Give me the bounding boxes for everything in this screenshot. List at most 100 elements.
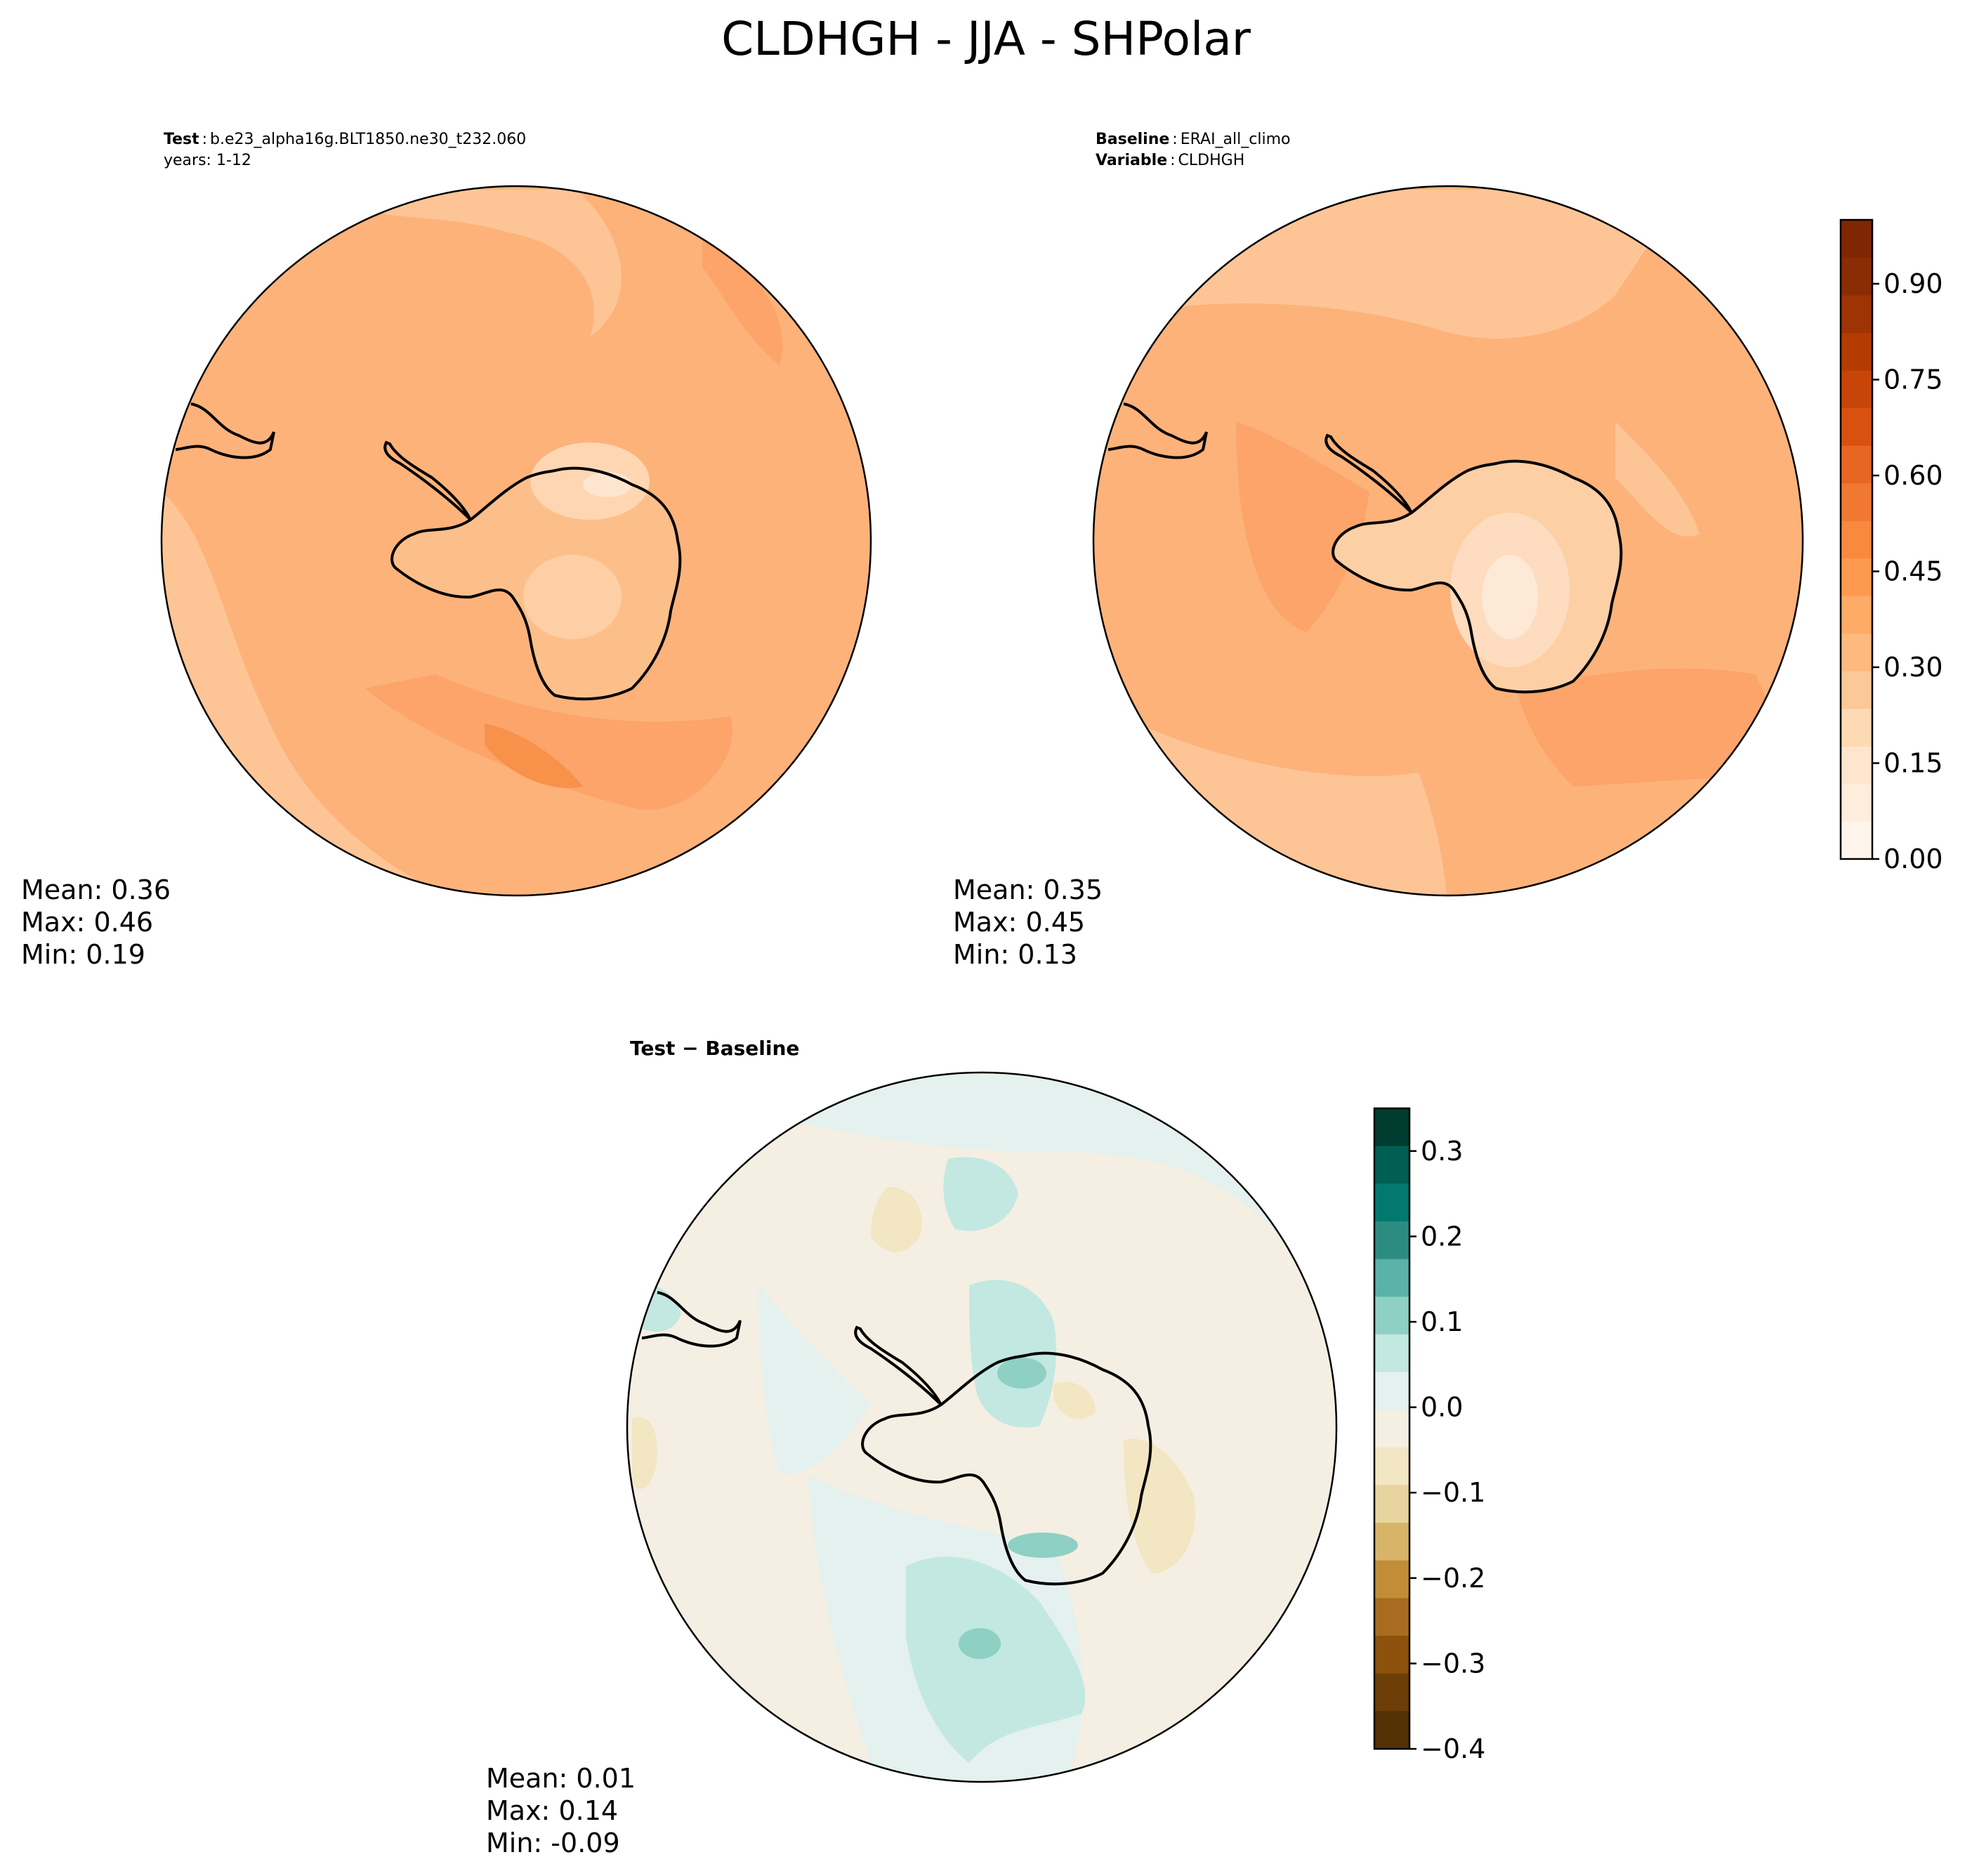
svg-text:Variable:CLDHGH: Variable: CLDHGH — [1096, 152, 1244, 169]
test-label-value: b.e23_alpha16g.BLT1850.ne30_t232.060 — [210, 131, 526, 148]
diverging-colorbar-tick-label: 0.2 — [1421, 1221, 1463, 1252]
baseline-map-border — [1092, 185, 1804, 897]
orange-colorbar-segment — [1841, 783, 1872, 822]
baseline-mean: Mean: 0.35 — [953, 874, 1103, 905]
diverging-colorbar-segment — [1374, 1673, 1409, 1712]
orange-colorbar: 0.00 0.15 0.30 0.45 0.60 0.75 0.90 — [1839, 218, 1943, 874]
diff-dark-teal-lower — [1008, 1533, 1078, 1558]
diverging-colorbar-tick-label: −0.3 — [1421, 1648, 1485, 1679]
diverging-colorbar-tick-label: 0.1 — [1421, 1306, 1463, 1337]
diff-map-border — [626, 1071, 1338, 1783]
diverging-colorbar-segment — [1374, 1485, 1409, 1523]
diff-title: Test − Baseline — [630, 1037, 799, 1060]
diff-dark-teal-south — [959, 1628, 1001, 1659]
diverging-colorbar-tick-label: 0.3 — [1421, 1136, 1463, 1167]
test-band-dark-south — [365, 674, 733, 810]
orange-colorbar-segment — [1841, 483, 1872, 521]
diverging-colorbar-segment — [1374, 1636, 1409, 1674]
orange-colorbar-segment — [1841, 633, 1872, 671]
orange-colorbar-segment — [1841, 821, 1872, 860]
base-light-center-2 — [1482, 555, 1538, 639]
diverging-colorbar-segment — [1374, 1334, 1409, 1373]
test-label-sep: : — [202, 131, 207, 148]
diff-patch-teal-east — [943, 1157, 1018, 1231]
orange-colorbar-tick-label: 0.15 — [1884, 748, 1943, 779]
test-coastline-sa — [175, 402, 275, 459]
variable-label-value: CLDHGH — [1178, 152, 1245, 169]
orange-colorbar-tick-label: 0.90 — [1884, 268, 1943, 299]
diverging-colorbar-tick-label: 0.0 — [1421, 1392, 1463, 1423]
diverging-colorbar-frame — [1373, 1107, 1411, 1750]
baseline-max: Max: 0.45 — [953, 907, 1085, 938]
orange-colorbar-segment — [1841, 445, 1872, 484]
test-label-bold: Test — [164, 131, 199, 148]
test-map-border — [160, 185, 872, 897]
orange-colorbar-segment — [1841, 295, 1872, 334]
diff-patch-tan-3 — [632, 1417, 657, 1489]
diff-band-teal-north — [632, 1075, 1336, 1334]
orange-colorbar-segment — [1841, 746, 1872, 785]
diverging-colorbar-segment — [1374, 1410, 1409, 1448]
orange-colorbar-segment — [1841, 596, 1872, 634]
baseline-label-bold: Baseline — [1096, 131, 1169, 148]
diff-patch-teal-south — [906, 1556, 1086, 1763]
svg-text:Baseline:ERAI_all_climo: Baseline: ERAI_all_climo — [1096, 131, 1290, 148]
orange-colorbar-segment — [1841, 370, 1872, 409]
diff-coastline-sa — [641, 1291, 742, 1348]
diverging-colorbar-segment — [1374, 1259, 1409, 1297]
orange-colorbar-frame — [1839, 218, 1874, 860]
baseline-label-value: ERAI_all_climo — [1181, 131, 1291, 148]
orange-colorbar-tick-label: 0.75 — [1884, 365, 1943, 395]
test-panel: Test: b.e23_alpha16g.BLT1850.ne30_t232.06… — [21, 131, 872, 970]
base-coastline-sa — [1107, 402, 1208, 459]
orange-colorbar-tick-label: 0.30 — [1884, 652, 1943, 683]
diverging-colorbar-segment — [1374, 1146, 1409, 1184]
diverging-colorbar-segment — [1374, 1598, 1409, 1636]
diverging-colorbar-segment — [1374, 1523, 1409, 1561]
svg-text:Test:b.e23_alpha16g.BLT1850.ne: Test: b.e23_alpha16g.BLT1850.ne30_t232.06… — [164, 131, 526, 148]
orange-colorbar-segment — [1841, 220, 1872, 258]
diverging-colorbar-segment — [1374, 1108, 1409, 1147]
test-max: Max: 0.46 — [21, 907, 153, 938]
diff-band-teal-west — [758, 1285, 871, 1475]
diff-patch-tan-4 — [1053, 1382, 1096, 1419]
diff-patch-teal-center — [969, 1280, 1056, 1428]
diff-patch-tan-1 — [871, 1187, 922, 1252]
test-band-east — [702, 232, 783, 365]
diverging-colorbar-segment — [1374, 1447, 1409, 1485]
orange-colorbar-tick-label: 0.00 — [1884, 844, 1943, 874]
test-patch-dark — [485, 723, 583, 788]
diverging-colorbar-segment — [1374, 1297, 1409, 1335]
base-band-light-north — [1159, 190, 1685, 339]
test-light-center-2 — [583, 472, 632, 497]
diverging-colorbar-segment — [1374, 1221, 1409, 1260]
orange-colorbar-tick-label: 0.60 — [1884, 460, 1943, 491]
diverging-colorbar-segment — [1374, 1560, 1409, 1599]
test-band-light-north — [295, 190, 622, 337]
diverging-colorbar-segment — [1374, 1372, 1409, 1410]
diff-map — [627, 1073, 1336, 1782]
baseline-min: Min: 0.13 — [953, 939, 1077, 970]
test-mean: Mean: 0.36 — [21, 874, 171, 905]
orange-colorbar-segment — [1841, 671, 1872, 709]
orange-colorbar-segment — [1841, 407, 1872, 446]
orange-colorbar-segment — [1841, 257, 1872, 296]
test-min: Min: 0.19 — [21, 939, 145, 970]
base-band-east — [1615, 421, 1700, 537]
diff-min: Min: -0.09 — [486, 1828, 620, 1858]
diverging-colorbar-tick-label: −0.1 — [1421, 1477, 1485, 1508]
diverging-colorbar: 0.3 0.2 0.1 0.0 −0.1 −0.2 −0.3 −0.4 — [1373, 1107, 1485, 1764]
baseline-panel: Baseline: ERAI_all_climo Variable: CLDHGH … — [953, 131, 1804, 970]
orange-colorbar-tick-label: 0.45 — [1884, 556, 1943, 587]
base-band-dark-west — [1236, 421, 1369, 632]
orange-colorbar-segment — [1841, 558, 1872, 596]
base-band-dark-east — [1517, 668, 1798, 787]
diverging-colorbar-segment — [1374, 1183, 1409, 1222]
difference-panel: Test − Baseline Mean: 0.01 Max: 0.14 — [486, 1037, 1338, 1858]
diff-patch-tan-2 — [1124, 1438, 1195, 1573]
diff-mean: Mean: 0.01 — [486, 1763, 636, 1794]
test-years: years: 1-12 — [164, 152, 251, 169]
diverging-colorbar-tick-label: −0.4 — [1421, 1733, 1485, 1764]
orange-colorbar-segment — [1841, 332, 1872, 371]
